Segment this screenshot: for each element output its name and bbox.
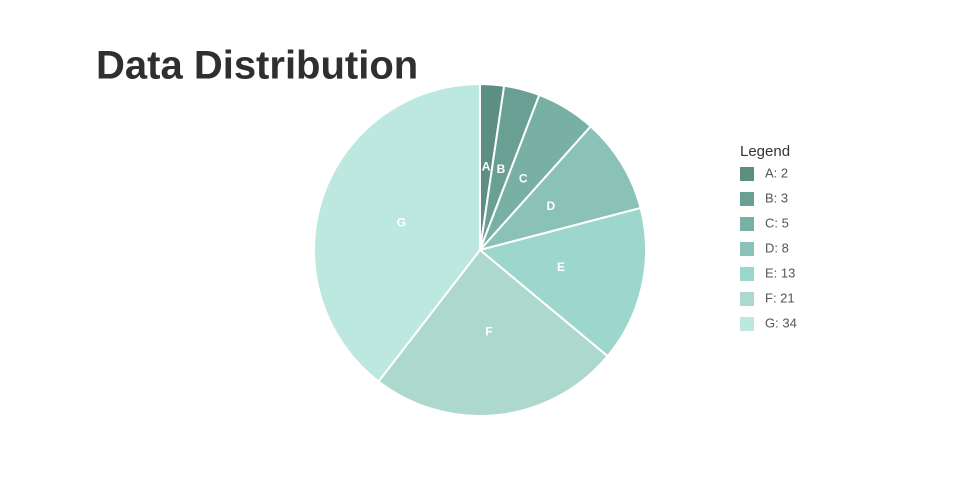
- slice-label: E: [557, 260, 565, 274]
- legend-title: Legend: [740, 143, 790, 160]
- legend-label: B: 3: [765, 190, 788, 205]
- slice-label: C: [519, 171, 528, 185]
- legend-label: A: 2: [765, 165, 788, 180]
- legend-swatch: [740, 292, 754, 306]
- legend-label: C: 5: [765, 215, 789, 230]
- legend-label: G: 34: [765, 315, 797, 330]
- legend-swatch: [740, 192, 754, 206]
- legend-label: E: 13: [765, 265, 795, 280]
- chart-title: Data Distribution: [96, 44, 418, 88]
- slice-label: B: [497, 162, 506, 176]
- legend-swatch: [740, 242, 754, 256]
- legend-swatch: [740, 267, 754, 281]
- legend-swatch: [740, 317, 754, 331]
- pie-slice: [313, 82, 481, 383]
- slice-label: G: [397, 215, 406, 229]
- pie-slice: [477, 124, 642, 252]
- slice-label: D: [547, 199, 556, 213]
- legend-label: F: 21: [765, 290, 795, 305]
- legend-label: D: 8: [765, 240, 789, 255]
- pie-slice: [377, 248, 610, 417]
- legend-swatch: [740, 217, 754, 231]
- slice-label: A: [482, 159, 491, 173]
- slice-label: F: [485, 325, 492, 339]
- pie-slice: [477, 206, 647, 358]
- legend-swatch: [740, 167, 754, 181]
